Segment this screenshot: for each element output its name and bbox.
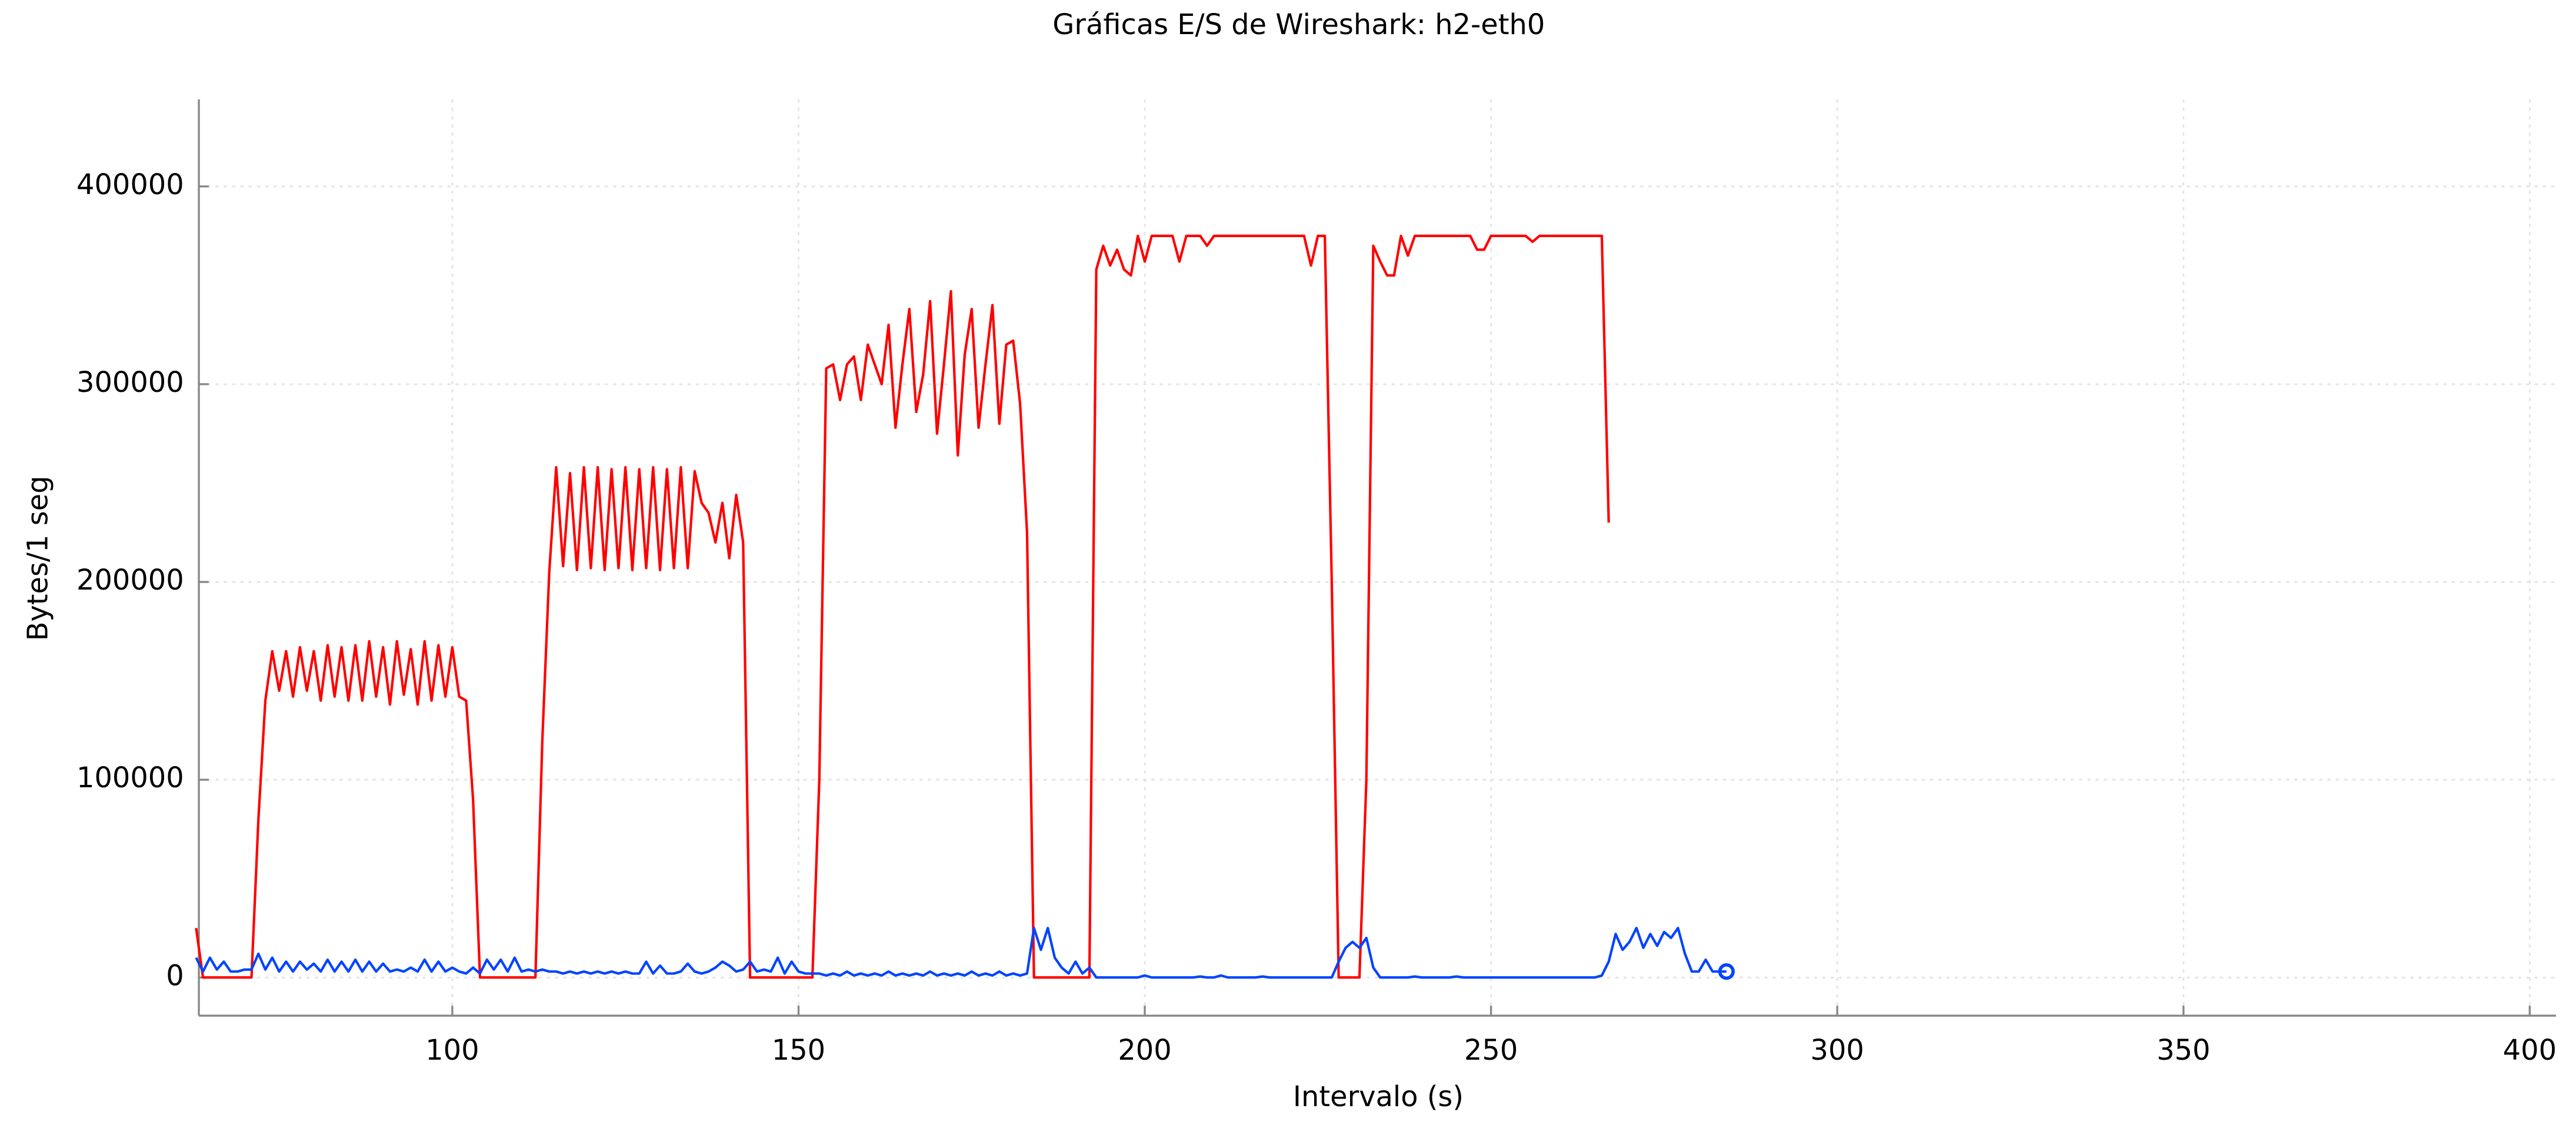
x-tick-label: 350 bbox=[2157, 1034, 2210, 1067]
y-tick-label: 400000 bbox=[76, 169, 184, 201]
x-tick-label: 100 bbox=[425, 1034, 479, 1067]
y-tick-label: 100000 bbox=[76, 762, 184, 794]
chart-title: Gráficas E/S de Wireshark: h2-eth0 bbox=[1052, 9, 1545, 41]
y-tick-label: 200000 bbox=[76, 564, 184, 597]
x-tick-label: 300 bbox=[1811, 1034, 1864, 1067]
x-tick-label: 400 bbox=[2503, 1034, 2557, 1067]
y-tick-label: 0 bbox=[166, 960, 184, 992]
x-tick-label: 150 bbox=[772, 1034, 825, 1067]
series-line bbox=[195, 927, 1727, 979]
series-line bbox=[195, 234, 1610, 979]
y-axis-label: Bytes/1 seg bbox=[22, 476, 55, 641]
x-tick-label: 200 bbox=[1118, 1034, 1171, 1067]
x-tick-label: 250 bbox=[1464, 1034, 1518, 1067]
y-tick-label: 300000 bbox=[76, 367, 184, 399]
last-point-marker bbox=[1718, 963, 1735, 980]
x-axis-label: Intervalo (s) bbox=[1293, 1081, 1464, 1113]
